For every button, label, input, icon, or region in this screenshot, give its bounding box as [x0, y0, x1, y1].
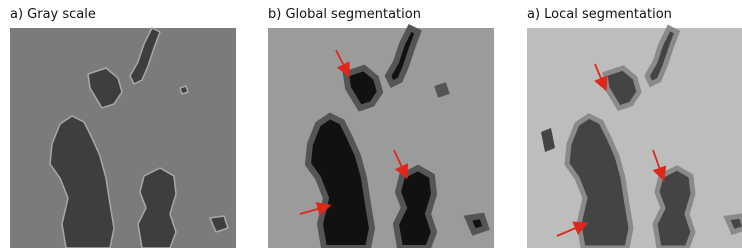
global-segmentation-image	[268, 28, 494, 248]
figure: a) Gray scale b) Global segmentation a) …	[0, 0, 742, 248]
panel-label: b) Global segmentation	[268, 7, 421, 22]
gray-scale-image	[10, 28, 236, 248]
local-segmentation-image	[527, 28, 742, 248]
panel-label: a) Local segmentation	[527, 7, 672, 22]
panel-label: a) Gray scale	[10, 7, 96, 22]
